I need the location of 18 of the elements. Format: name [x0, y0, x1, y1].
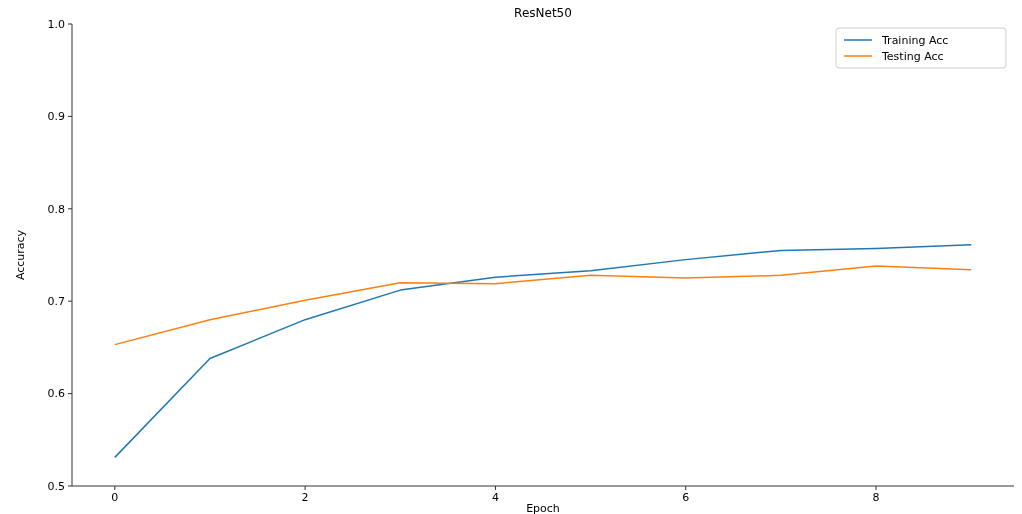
x-tick-label: 0 [111, 491, 119, 504]
x-tick-label: 2 [301, 491, 309, 504]
chart-title: ResNet50 [514, 6, 572, 20]
line-series [114, 265, 972, 346]
y-tick-label: 0.7 [47, 295, 65, 309]
x-tick-label: 6 [682, 491, 690, 504]
x-axis-title: Epoch [526, 502, 560, 514]
line-series [114, 244, 972, 459]
y-tick-label: 0.9 [47, 110, 65, 124]
y-tick-label: 1.0 [47, 17, 65, 31]
legend-label: Training Acc [881, 33, 949, 47]
legend-label: Testing Acc [881, 49, 944, 63]
x-tick-label: 8 [872, 491, 880, 504]
x-tick-label: 4 [491, 491, 499, 504]
y-axis-title: Accuracy [14, 229, 27, 281]
y-tick-label: 0.8 [47, 202, 65, 216]
y-tick-label: 0.5 [47, 479, 65, 493]
y-tick-label: 0.6 [47, 387, 65, 401]
